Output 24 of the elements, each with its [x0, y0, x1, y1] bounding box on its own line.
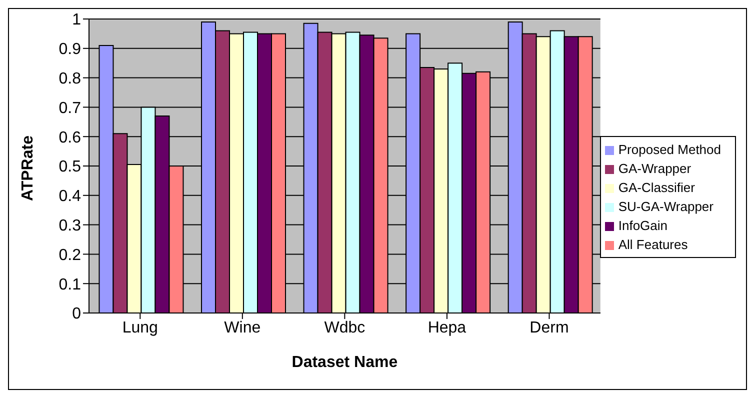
x-tick-label: Derm — [530, 319, 569, 336]
y-tick-label: 0.1 — [58, 276, 82, 294]
x-tick-label: Wdbc — [324, 319, 366, 336]
x-tick-label: Wine — [224, 319, 261, 336]
legend-label: GA-Wrapper — [618, 161, 692, 176]
legend-label: InfoGain — [618, 218, 668, 233]
legend-label: Proposed Method — [618, 142, 721, 157]
x-tick-label: Hepa — [428, 319, 466, 336]
y-tick-label: 0.3 — [58, 217, 82, 234]
legend-label: SU-GA-Wrapper — [618, 199, 714, 214]
y-tick-label: 0.8 — [58, 70, 82, 88]
y-tick-label: 0.2 — [58, 246, 82, 264]
legend-label: GA-Classifier — [618, 180, 695, 195]
x-tick-label: Lung — [122, 319, 158, 336]
y-tick-label: 0.6 — [58, 129, 82, 146]
y-tick-label: 0.4 — [58, 188, 82, 206]
legend-label: All Features — [618, 237, 688, 252]
x-axis-title: Dataset Name — [292, 354, 398, 371]
y-tick-label: 1 — [72, 12, 82, 29]
y-tick-label: 0.9 — [58, 41, 82, 58]
y-tick-label: 0 — [72, 306, 82, 323]
y-tick-label: 0.7 — [58, 100, 82, 117]
y-axis-title: ATPRate — [20, 135, 37, 201]
y-tick-label: 0.5 — [58, 158, 82, 176]
